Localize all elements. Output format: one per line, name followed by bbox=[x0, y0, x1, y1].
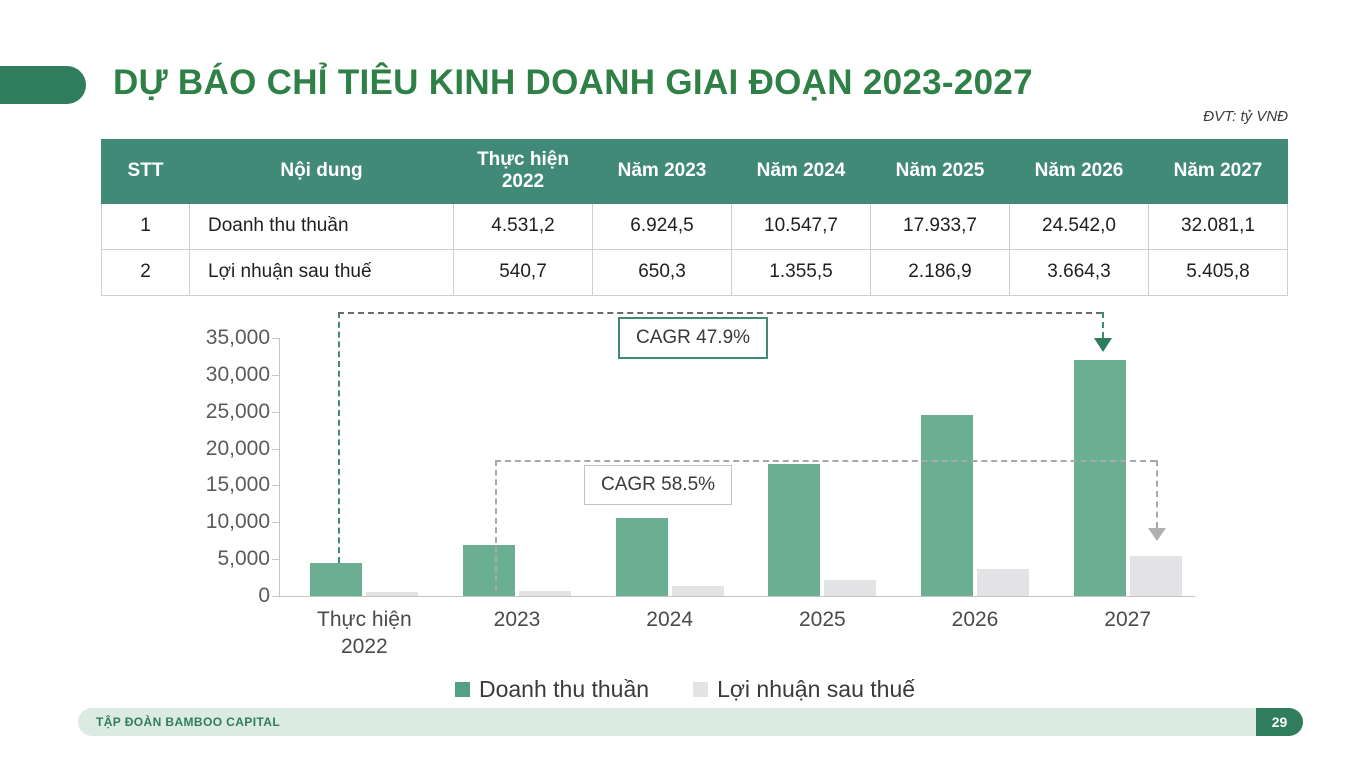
bar-revenue bbox=[1073, 359, 1126, 596]
page-number-badge: 29 bbox=[1256, 708, 1303, 736]
table-header-cell: Năm 2027 bbox=[1148, 139, 1288, 204]
title-accent-bar bbox=[0, 66, 86, 104]
x-axis-category-label: 2023 bbox=[493, 608, 541, 631]
cagr-label: CAGR 58.5% bbox=[584, 465, 733, 505]
legend-swatch-icon bbox=[454, 682, 470, 697]
footer-bar bbox=[78, 708, 1292, 736]
table-header-cell: Năm 2023 bbox=[592, 139, 732, 204]
y-axis-tick-mark bbox=[272, 559, 280, 561]
legend-swatch-icon bbox=[693, 682, 709, 697]
cagr-label: CAGR 47.9% bbox=[618, 317, 769, 359]
y-axis-labels: 0 5,000 10,000 15,000 20,000 25,000 30,000 35,0… bbox=[160, 300, 270, 700]
forecast-table: STT Nội dung Thực hiện 2022 Năm 2023 Năm… bbox=[101, 139, 1288, 296]
cagr-arrow-icon bbox=[1147, 528, 1166, 542]
table-header-row: STT Nội dung Thực hiện 2022 Năm 2023 Năm… bbox=[101, 139, 1288, 204]
bar-profit bbox=[671, 586, 724, 596]
x-axis-category-label: 2027 bbox=[1104, 608, 1152, 631]
table-cell: 4.531,2 bbox=[453, 202, 593, 250]
table-header-cell: Nội dung bbox=[189, 139, 454, 204]
cagr-bracket-top-line bbox=[338, 312, 1102, 314]
legend-label: Doanh thu thuần bbox=[478, 676, 650, 702]
y-axis-tick-mark bbox=[272, 411, 280, 413]
bar-revenue bbox=[768, 463, 821, 596]
cagr-bracket-start-line bbox=[338, 312, 341, 563]
bar-revenue bbox=[921, 415, 973, 596]
table-row: 2 Lợi nhuận sau thuế 540,7 650,3 1.355,5… bbox=[101, 248, 1288, 296]
cagr-bracket-end-line bbox=[1155, 460, 1158, 529]
cagr-bracket-end-line bbox=[1101, 312, 1104, 338]
table-cell: 1.355,5 bbox=[731, 248, 871, 296]
table-header-cell: Năm 2025 bbox=[870, 139, 1010, 204]
chart-legend: Doanh thu thuần Lợi nhuận sau thuế bbox=[0, 676, 1370, 703]
y-axis-tick-label: 25,000 bbox=[205, 399, 270, 423]
bar-profit bbox=[977, 569, 1029, 596]
table-cell: 17.933,7 bbox=[870, 202, 1010, 250]
footer-company-name: TẬP ĐOÀN BAMBOO CAPITAL bbox=[96, 715, 281, 729]
y-axis-tick-label: 15,000 bbox=[205, 473, 270, 497]
x-axis-category-label: Thực hiện 2022 bbox=[317, 608, 412, 659]
bars-area bbox=[280, 338, 1196, 596]
table-cell: 3.664,3 bbox=[1009, 248, 1149, 296]
row-label: Doanh thu thuần bbox=[189, 202, 454, 250]
y-axis-tick-label: 30,000 bbox=[205, 362, 270, 386]
table-header-cell: Năm 2024 bbox=[731, 139, 871, 204]
table-cell: 5.405,8 bbox=[1148, 248, 1288, 296]
y-axis-tick-label: 20,000 bbox=[205, 436, 270, 460]
cagr-arrow-icon bbox=[1093, 337, 1112, 352]
bar-profit bbox=[1129, 556, 1182, 596]
y-axis-tick-label: 0 bbox=[258, 584, 270, 607]
table-cell: 24.542,0 bbox=[1009, 202, 1149, 250]
y-axis-tick-mark bbox=[272, 522, 280, 524]
table-cell: 540,7 bbox=[453, 248, 593, 296]
row-label: Lợi nhuận sau thuế bbox=[189, 248, 454, 296]
bar-profit bbox=[519, 591, 571, 596]
bar-chart: 0 5,000 10,000 15,000 20,000 25,000 30,000 35,0… bbox=[0, 300, 1370, 700]
x-axis-line bbox=[279, 596, 1195, 597]
y-axis-tick-mark bbox=[272, 374, 280, 376]
table-cell: 6.924,5 bbox=[592, 202, 732, 250]
y-axis-tick-label: 5,000 bbox=[217, 547, 270, 571]
x-axis-category-label: 2026 bbox=[951, 608, 999, 631]
row-index: 2 bbox=[101, 248, 190, 296]
unit-note: ĐVT: tỷ VNĐ bbox=[1203, 108, 1288, 125]
y-axis-tick-mark bbox=[272, 448, 280, 450]
row-index: 1 bbox=[101, 202, 190, 250]
y-axis-line bbox=[279, 338, 280, 596]
cagr-bracket-start-line bbox=[495, 460, 497, 592]
table-cell: 32.081,1 bbox=[1148, 202, 1288, 250]
x-axis-category-label: 2024 bbox=[646, 608, 694, 631]
y-axis-tick-mark bbox=[272, 485, 280, 487]
bar-revenue bbox=[310, 562, 363, 596]
legend-item: Doanh thu thuần bbox=[454, 676, 650, 703]
legend-item: Lợi nhuận sau thuế bbox=[693, 676, 915, 703]
page-title: DỰ BÁO CHỈ TIÊU KINH DOANH GIAI ĐOẠN 202… bbox=[113, 63, 1033, 102]
y-axis-tick-mark bbox=[272, 596, 280, 597]
legend-label: Lợi nhuận sau thuế bbox=[717, 676, 916, 702]
table-row: 1 Doanh thu thuần 4.531,2 6.924,5 10.547… bbox=[101, 202, 1288, 250]
table-header-cell: Năm 2026 bbox=[1009, 139, 1149, 204]
table-cell: 2.186,9 bbox=[870, 248, 1010, 296]
table-cell: 10.547,7 bbox=[731, 202, 871, 250]
table-cell: 650,3 bbox=[592, 248, 732, 296]
cagr-bracket-top-line bbox=[495, 460, 1156, 462]
x-axis-category-label: 2025 bbox=[798, 608, 846, 631]
bar-revenue bbox=[463, 544, 515, 596]
y-axis-tick-mark bbox=[272, 338, 280, 339]
y-axis-tick-label: 10,000 bbox=[205, 510, 270, 534]
y-axis-tick-label: 35,000 bbox=[205, 326, 270, 349]
bar-revenue bbox=[615, 518, 668, 596]
bar-profit bbox=[824, 579, 877, 596]
bar-profit bbox=[366, 592, 419, 596]
table-header-cell: Thực hiện 2022 bbox=[453, 139, 593, 204]
table-header-cell: STT bbox=[101, 139, 190, 204]
